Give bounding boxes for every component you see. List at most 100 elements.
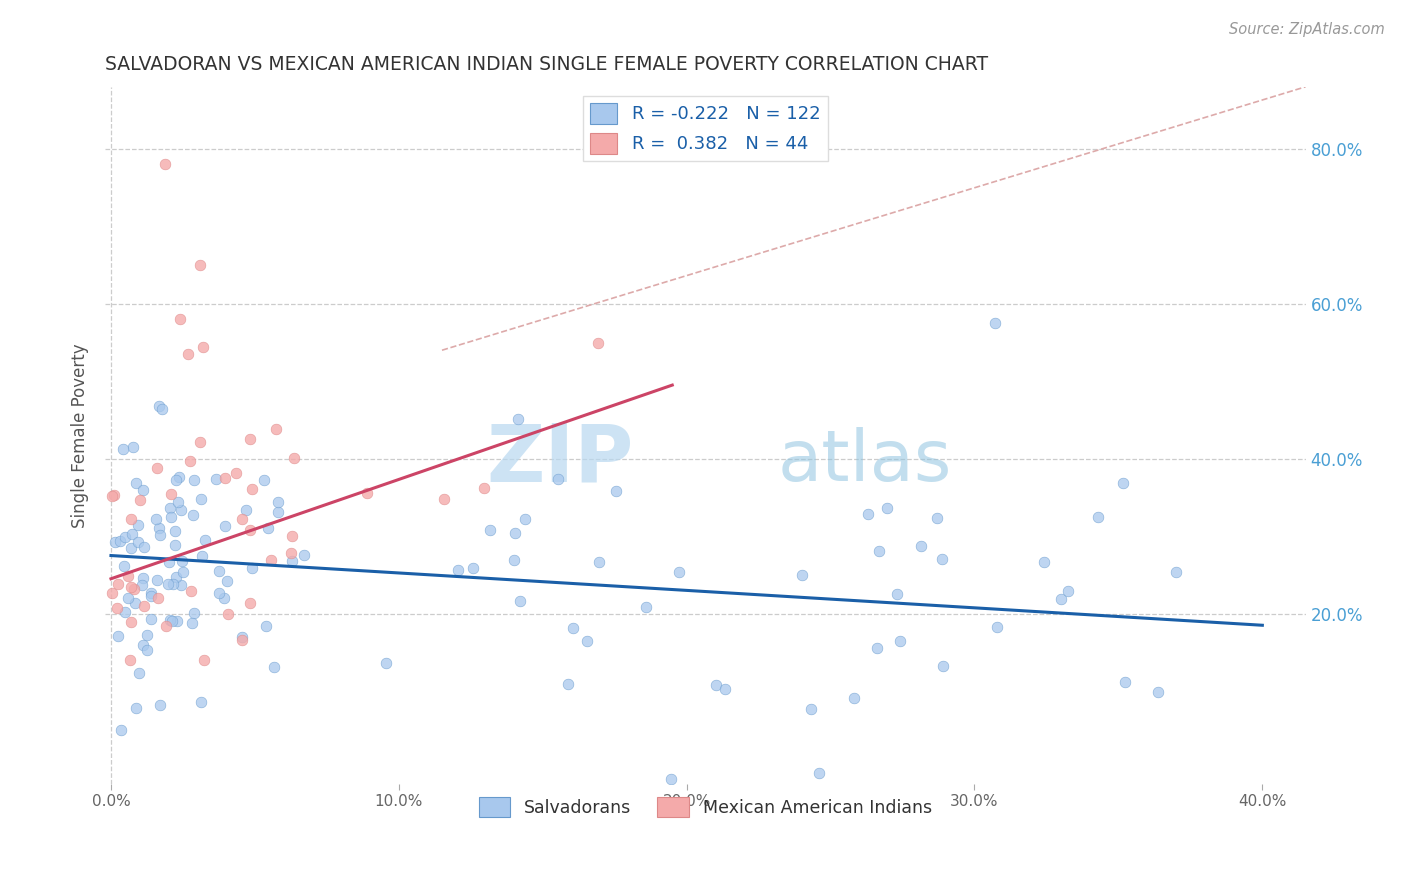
Point	[267, 505, 290, 519]
Point	[122, 441, 145, 455]
Text: SALVADORAN VS MEXICAN AMERICAN INDIAN SINGLE FEMALE POVERTY CORRELATION CHART: SALVADORAN VS MEXICAN AMERICAN INDIAN SI…	[105, 55, 988, 74]
Point	[659, 772, 682, 786]
Point	[117, 591, 139, 606]
Point	[356, 486, 378, 500]
Point	[162, 614, 184, 628]
Point	[986, 620, 1008, 634]
Point	[101, 489, 124, 503]
Point	[264, 422, 287, 436]
Point	[231, 512, 253, 526]
Point	[183, 473, 205, 487]
Point	[125, 701, 148, 715]
Point	[214, 518, 236, 533]
Point	[212, 591, 235, 606]
Point	[148, 591, 170, 605]
Point	[127, 534, 149, 549]
Point	[165, 538, 187, 552]
Point	[128, 493, 150, 508]
Point	[207, 586, 229, 600]
Point	[120, 615, 142, 629]
Point	[557, 676, 579, 690]
Point	[513, 512, 536, 526]
Point	[1087, 509, 1109, 524]
Point	[120, 511, 142, 525]
Point	[157, 555, 180, 569]
Point	[588, 336, 610, 351]
Point	[281, 554, 304, 568]
Point	[932, 658, 955, 673]
Point	[1114, 674, 1136, 689]
Point	[447, 563, 470, 577]
Point	[280, 547, 302, 561]
Point	[256, 521, 278, 535]
Point	[112, 442, 135, 456]
Point	[141, 586, 163, 600]
Text: atlas: atlas	[778, 427, 952, 497]
Point	[927, 510, 949, 524]
Point	[668, 566, 690, 580]
Point	[876, 501, 898, 516]
Point	[166, 614, 188, 628]
Point	[165, 473, 187, 487]
Point	[145, 512, 167, 526]
Point	[547, 472, 569, 486]
Point	[472, 481, 495, 495]
Point	[576, 633, 599, 648]
Point	[235, 502, 257, 516]
Point	[253, 474, 276, 488]
Point	[868, 543, 890, 558]
Point	[231, 633, 253, 648]
Point	[254, 619, 277, 633]
Point	[188, 434, 211, 449]
Point	[105, 601, 128, 615]
Point	[122, 582, 145, 597]
Point	[214, 471, 236, 485]
Point	[155, 619, 177, 633]
Point	[128, 666, 150, 681]
Point	[191, 340, 214, 354]
Point	[240, 482, 263, 496]
Point	[267, 495, 290, 509]
Point	[1166, 565, 1188, 579]
Point	[107, 629, 129, 643]
Point	[159, 487, 181, 501]
Point	[132, 483, 155, 497]
Point	[886, 587, 908, 601]
Point	[127, 517, 149, 532]
Point	[110, 723, 132, 737]
Point	[605, 484, 627, 499]
Text: Source: ZipAtlas.com: Source: ZipAtlas.com	[1229, 22, 1385, 37]
Point	[170, 577, 193, 591]
Point	[239, 432, 262, 446]
Point	[132, 571, 155, 585]
Point	[139, 612, 162, 626]
Point	[792, 567, 814, 582]
Point	[148, 521, 170, 535]
Y-axis label: Single Female Poverty: Single Female Poverty	[72, 343, 89, 528]
Point	[172, 565, 194, 579]
Point	[561, 621, 583, 635]
Point	[104, 534, 127, 549]
Point	[134, 540, 156, 554]
Point	[149, 528, 172, 542]
Point	[120, 581, 142, 595]
Point	[713, 681, 735, 696]
Point	[239, 595, 262, 609]
Point	[179, 454, 201, 468]
Point	[139, 590, 162, 604]
Point	[856, 507, 879, 521]
Point	[166, 495, 188, 509]
Point	[181, 508, 204, 523]
Point	[162, 577, 184, 591]
Point	[193, 653, 215, 667]
Point	[866, 640, 889, 655]
Point	[931, 551, 953, 566]
Point	[478, 523, 501, 537]
Point	[188, 258, 211, 272]
Point	[204, 472, 226, 486]
Point	[1111, 475, 1133, 490]
Point	[800, 701, 823, 715]
Point	[217, 607, 239, 622]
Point	[1033, 555, 1056, 569]
Point	[889, 634, 911, 648]
